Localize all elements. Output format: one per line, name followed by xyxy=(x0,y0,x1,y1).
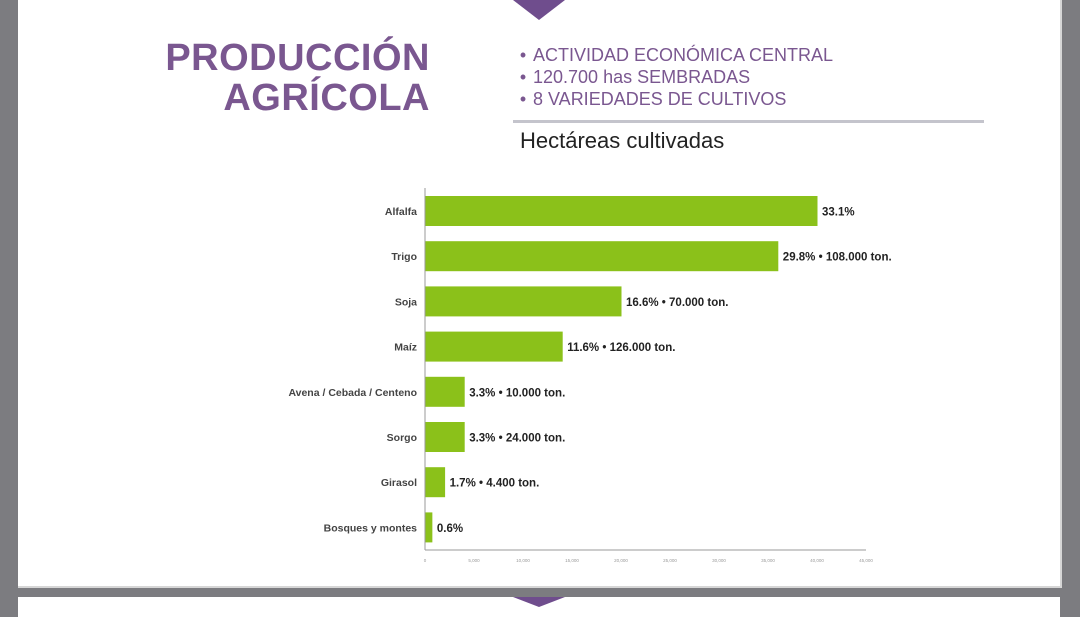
category-label: Soja xyxy=(395,296,417,308)
bullet-item: 8 VARIEDADES DE CULTIVOS xyxy=(513,88,833,110)
x-tick-label: 10,000 xyxy=(516,558,530,563)
x-tick-label: 15,000 xyxy=(565,558,579,563)
bar xyxy=(425,331,563,362)
bar xyxy=(425,241,779,272)
x-tick-label: 40,000 xyxy=(810,558,824,563)
x-tick-label: 25,000 xyxy=(663,558,677,563)
data-label: 11.6% • 126.000 ton. xyxy=(567,342,675,354)
x-tick-label: 20,000 xyxy=(614,558,628,563)
bar xyxy=(425,286,622,317)
x-tick-label: 0 xyxy=(424,558,427,563)
title-line-2: AGRÍCOLA xyxy=(223,77,430,119)
slide-title: PRODUCCIÓN AGRÍCOLA xyxy=(158,38,430,118)
x-tick-label: 45,000 xyxy=(859,558,873,563)
data-label: 16.6% • 70.000 ton. xyxy=(626,297,728,309)
x-tick-label: 30,000 xyxy=(712,558,726,563)
data-label: 3.3% • 24.000 ton. xyxy=(469,433,565,445)
bullet-item: 120.700 has SEMBRADAS xyxy=(513,66,833,88)
slide: PRODUCCIÓN AGRÍCOLA ACTIVIDAD ECONÓMICA … xyxy=(18,0,1062,588)
summary-bullets: ACTIVIDAD ECONÓMICA CENTRAL 120.700 has … xyxy=(513,44,833,110)
title-line-1: PRODUCCIÓN xyxy=(165,37,430,79)
data-label: 0.6% xyxy=(437,523,463,535)
category-label: Maíz xyxy=(394,342,417,354)
bar xyxy=(425,467,446,498)
bar xyxy=(425,512,433,543)
chart-subtitle: Hectáreas cultivadas xyxy=(520,128,725,153)
next-slide-notch xyxy=(513,597,565,607)
category-label: Girasol xyxy=(381,477,417,489)
category-label: Alfalfa xyxy=(385,206,417,218)
divider-rule xyxy=(513,120,984,123)
bar xyxy=(425,422,465,452)
category-label: Avena / Cebada / Centeno xyxy=(288,387,417,399)
bullet-item: ACTIVIDAD ECONÓMICA CENTRAL xyxy=(513,44,833,66)
slide-top-notch xyxy=(513,0,565,20)
bar-chart: 0 5,000 10,000 15,000 20,000 25,000 30,000 35,0… xyxy=(288,188,892,563)
category-label: Bosques y montes xyxy=(324,522,418,534)
data-label: 33.1% xyxy=(822,207,855,219)
x-tick-label: 5,000 xyxy=(468,558,480,563)
next-slide-edge xyxy=(18,597,1060,617)
data-label: 3.3% • 10.000 ton. xyxy=(469,387,565,399)
data-label: 29.8% • 108.000 ton. xyxy=(783,252,892,264)
category-label: Sorgo xyxy=(387,432,417,444)
bar xyxy=(425,196,818,226)
bar xyxy=(425,376,465,407)
x-tick-label: 35,000 xyxy=(761,558,775,563)
category-label: Trigo xyxy=(391,251,417,263)
data-label: 1.7% • 4.400 ton. xyxy=(450,478,540,490)
